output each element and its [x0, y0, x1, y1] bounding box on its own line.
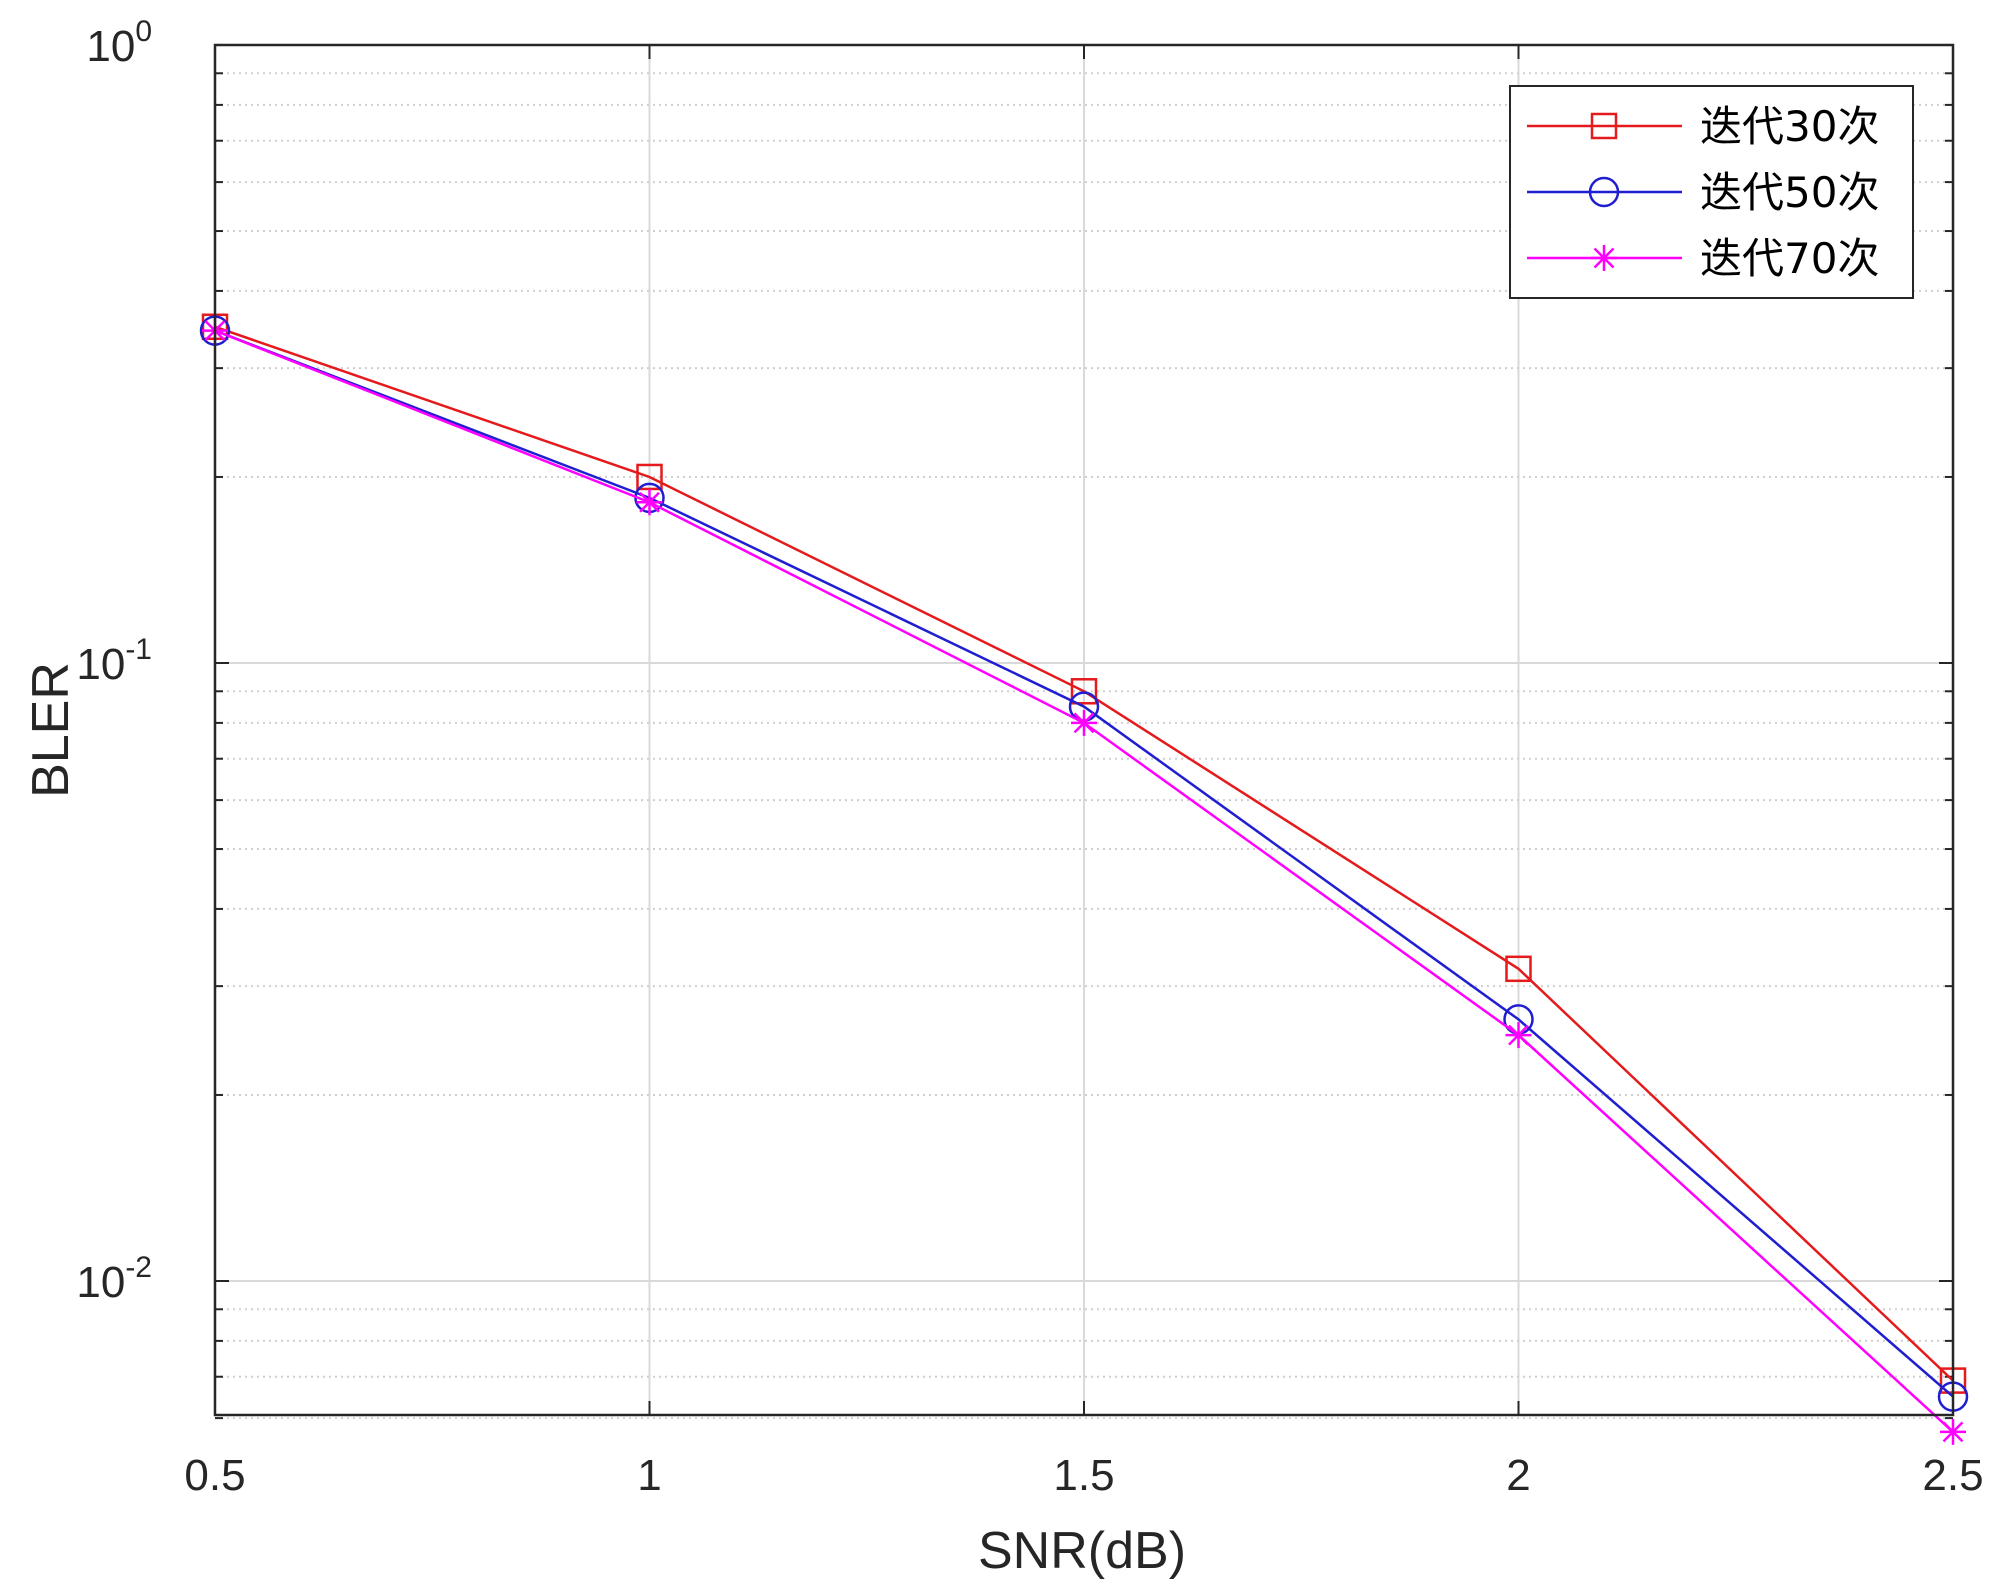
data-point: [636, 463, 663, 491]
y-tick-label: 10-2: [76, 1251, 152, 1307]
series-line: [214, 325, 1954, 1382]
legend-marker: [1590, 112, 1618, 140]
legend-marker: [1588, 176, 1620, 208]
legend-marker: [1591, 245, 1617, 271]
data-point: [1940, 1418, 1966, 1445]
data-point: [636, 489, 663, 516]
y-tick-labels: 100 10-1 10-2: [76, 15, 152, 1307]
y-tick-label: 10-1: [76, 633, 152, 689]
x-tick-labels: 0.5 1 1.5 2 2.5: [184, 1451, 1983, 1500]
x-tick-label: 1: [637, 1451, 661, 1500]
x-tick-label: 1.5: [1053, 1451, 1114, 1500]
x-tick-label: 0.5: [184, 1451, 245, 1500]
data-point: [1070, 678, 1098, 705]
legend-item: 迭代50次: [1527, 168, 1879, 217]
legend-label: 迭代70次: [1700, 234, 1879, 283]
data-point: [1071, 709, 1097, 736]
x-tick-label: 2: [1506, 1451, 1530, 1500]
legend-item: 迭代30次: [1527, 102, 1879, 151]
y-axis-label: BLER: [22, 662, 80, 798]
legend-label: 迭代50次: [1700, 168, 1879, 217]
data-point: [1505, 1022, 1532, 1049]
data-point: [1505, 955, 1532, 983]
x-axis-label: SNR(dB): [978, 1522, 1186, 1580]
series-layer: [199, 313, 1969, 1445]
y-tick-label: 100: [86, 15, 152, 71]
plot-frame: [213, 43, 1955, 1417]
legend-label: 迭代30次: [1700, 102, 1879, 151]
x-tick-label: 2.5: [1922, 1451, 1983, 1500]
series-line: [214, 329, 1954, 1398]
legend-item: 迭代70次: [1527, 234, 1879, 283]
